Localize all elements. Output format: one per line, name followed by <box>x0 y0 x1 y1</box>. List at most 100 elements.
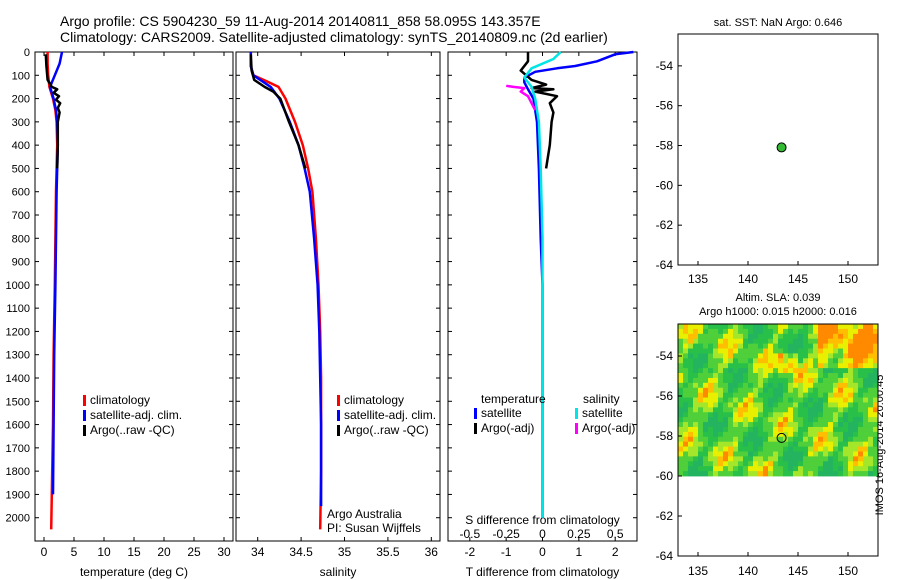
altimetry-heatmap-cell <box>868 407 874 413</box>
altimetry-heatmap-cell <box>683 436 689 443</box>
altimetry-heatmap-cell <box>718 377 724 384</box>
altimetry-heatmap-cell <box>818 348 824 354</box>
sst-map-xtick-label: 150 <box>838 272 858 286</box>
altimetry-heatmap-cell <box>683 422 689 428</box>
altimetry-heatmap-cell <box>828 363 834 369</box>
altimetry-heatmap-cell <box>703 368 709 374</box>
altimetry-heatmap-cell <box>848 412 854 418</box>
altimetry-heatmap-cell <box>848 368 854 374</box>
altimetry-map-xtick-label: 145 <box>788 564 808 578</box>
altimetry-heatmap-cell <box>853 358 859 364</box>
altimetry-heatmap-cell <box>693 422 699 428</box>
altimetry-heatmap-cell <box>778 387 784 394</box>
altimetry-heatmap-cell <box>773 333 779 340</box>
altimetry-heatmap-cell <box>728 441 734 447</box>
altimetry-heatmap-cell <box>708 431 714 438</box>
altimetry-heatmap-cell <box>873 358 879 364</box>
altimetry-heatmap-cell <box>693 333 699 340</box>
altimetry-heatmap-cell <box>713 333 719 340</box>
altimetry-map-frame <box>677 323 879 557</box>
altimetry-heatmap-cell <box>758 402 764 408</box>
altimetry-heatmap-cell <box>788 446 794 452</box>
altimetry-heatmap-cell <box>838 373 844 379</box>
altimetry-heatmap-cell <box>773 441 779 447</box>
altimetry-heatmap-cell <box>848 426 854 433</box>
altimetry-heatmap-cell <box>828 446 834 452</box>
depth-ytick-label: 1300 <box>6 350 30 362</box>
altimetry-heatmap-cell <box>798 466 804 472</box>
altimetry-heatmap-cell <box>853 417 859 423</box>
altimetry-heatmap-cell <box>858 412 864 418</box>
altimetry-heatmap-cell <box>738 446 744 452</box>
altimetry-heatmap-cell <box>808 441 814 447</box>
altimetry-heatmap-cell <box>678 338 684 345</box>
altimetry-heatmap-cell <box>873 426 879 433</box>
altimetry-heatmap-cell <box>753 471 759 477</box>
altimetry-heatmap-cell <box>678 407 684 413</box>
altimetry-heatmap-cell <box>763 392 769 398</box>
altimetry-heatmap-cell <box>793 456 799 462</box>
altimetry-heatmap-cell <box>683 343 689 349</box>
altimetry-heatmap-cell <box>823 392 829 398</box>
altimetry-heatmap-cell <box>763 343 769 349</box>
altimetry-heatmap-cell <box>688 412 694 418</box>
altimetry-heatmap-cell <box>713 466 719 472</box>
altimetry-heatmap-cell <box>728 436 734 443</box>
altimetry-heatmap-cell <box>758 348 764 354</box>
altimetry-heatmap-cell <box>813 348 819 354</box>
altimetry-heatmap-cell <box>823 397 829 403</box>
altimetry-map-ytick-label: -56 <box>656 389 674 403</box>
altimetry-heatmap-cell <box>873 328 879 335</box>
altimetry-heatmap-cell <box>848 407 854 413</box>
altimetry-heatmap-cell <box>858 382 864 389</box>
altimetry-heatmap-cell <box>798 426 804 433</box>
altimetry-heatmap-cell <box>843 333 849 340</box>
altimetry-heatmap-cell <box>708 328 714 335</box>
altimetry-heatmap-cell <box>748 338 754 345</box>
altimetry-heatmap-cell <box>853 382 859 389</box>
altimetry-heatmap-cell <box>703 402 709 408</box>
altimetry-heatmap-cell <box>758 324 764 330</box>
altimetry-heatmap-cell <box>683 407 689 413</box>
altimetry-heatmap-cell <box>743 353 749 359</box>
altimetry-map-title-line-2: Argo h1000: 0.015 h2000: 0.016 <box>699 306 857 318</box>
altimetry-heatmap-cell <box>793 412 799 418</box>
temperature-panel-frame <box>34 51 234 542</box>
altimetry-heatmap-cell <box>678 431 684 438</box>
altimetry-heatmap-cell <box>768 431 774 438</box>
altimetry-heatmap-cell <box>873 441 879 447</box>
altimetry-heatmap-cell <box>828 466 834 472</box>
altimetry-heatmap-cell <box>868 368 874 374</box>
difference-legend-item-label: Argo(-adj) <box>582 421 635 435</box>
altimetry-heatmap-cell <box>873 446 879 452</box>
altimetry-heatmap-cell <box>773 373 779 379</box>
depth-ytick-label: 700 <box>12 210 30 222</box>
altimetry-heatmap-cell <box>758 441 764 447</box>
altimetry-heatmap-cell <box>778 426 784 433</box>
altimetry-heatmap-cell <box>788 338 794 345</box>
altimetry-heatmap-cell <box>753 338 759 345</box>
altimetry-heatmap-cell <box>738 456 744 462</box>
depth-ytick-label: 1000 <box>6 280 30 292</box>
altimetry-heatmap-cell <box>818 431 824 438</box>
depth-ytick-label: 1900 <box>6 489 30 501</box>
altimetry-heatmap-cell <box>708 387 714 394</box>
altimetry-heatmap-cell <box>733 377 739 384</box>
altimetry-heatmap-cell <box>803 382 809 389</box>
altimetry-heatmap-cell <box>728 324 734 330</box>
altimetry-heatmap-cell <box>683 402 689 408</box>
difference-xtick-label: -1 <box>501 545 512 559</box>
altimetry-heatmap-cell <box>868 392 874 398</box>
altimetry-heatmap-cell <box>733 324 739 330</box>
altimetry-heatmap-cell <box>863 387 869 394</box>
altimetry-heatmap-cell <box>723 436 729 443</box>
altimetry-heatmap-cell <box>708 363 714 369</box>
altimetry-heatmap-cell <box>788 471 794 477</box>
altimetry-heatmap-cell <box>853 328 859 335</box>
altimetry-heatmap-cell <box>868 451 874 457</box>
altimetry-heatmap-cell <box>793 392 799 398</box>
altimetry-heatmap-cell <box>738 338 744 345</box>
altimetry-heatmap-cell <box>833 402 839 408</box>
altimetry-heatmap-cell <box>828 338 834 345</box>
altimetry-heatmap-cell <box>873 466 879 472</box>
